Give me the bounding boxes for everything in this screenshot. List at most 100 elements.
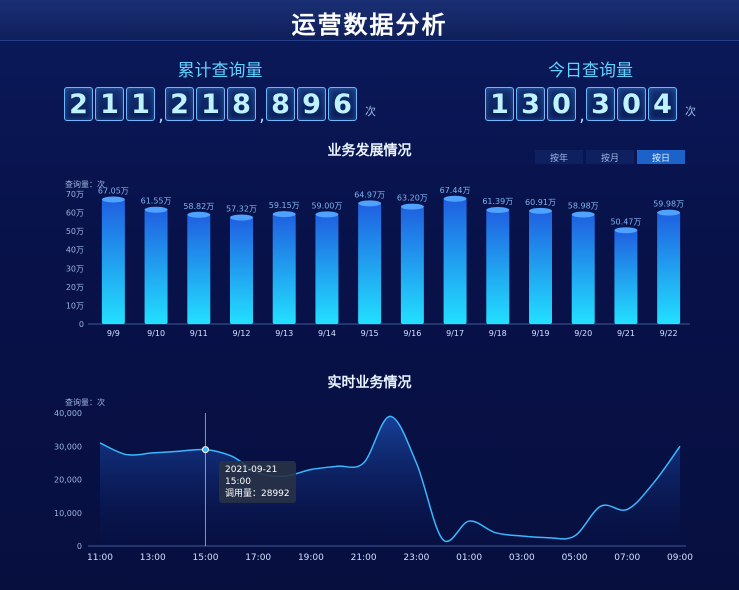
bar-cap bbox=[272, 211, 296, 218]
today-query-label: 今日查询量 bbox=[548, 61, 633, 81]
total-query-digit: 6 bbox=[328, 87, 357, 121]
chart-tooltip: 2021-09-21 15:00 调用量：28992 bbox=[219, 461, 296, 503]
bar-cap bbox=[614, 227, 638, 234]
bar-y-unit: 查询量：次 bbox=[65, 180, 105, 189]
line-x-tick: 09:00 bbox=[667, 553, 693, 563]
bar-cap bbox=[657, 209, 681, 216]
toggle-year[interactable]: 按年 bbox=[535, 150, 583, 164]
bar bbox=[358, 203, 382, 324]
header-bar: 运营数据分析 bbox=[0, 0, 739, 41]
total-query-separator: , bbox=[259, 105, 265, 126]
bar-x-tick: 9/14 bbox=[318, 329, 336, 338]
bar-cap bbox=[358, 200, 382, 207]
series-line bbox=[99, 415, 681, 543]
line-x-tick: 17:00 bbox=[245, 553, 271, 563]
total-query-digit: 2 bbox=[64, 87, 93, 121]
line-x-tick: 11:00 bbox=[87, 553, 113, 563]
bar bbox=[529, 210, 552, 324]
area-fill bbox=[100, 416, 680, 546]
line-x-tick: 13:00 bbox=[140, 553, 166, 563]
page-title: 运营数据分析 bbox=[291, 11, 448, 39]
line-y-tick: 0 bbox=[77, 542, 82, 551]
bar bbox=[101, 199, 125, 324]
line-x-tick: 21:00 bbox=[351, 553, 377, 563]
today-query-digit: 3 bbox=[586, 87, 615, 121]
bar-x-tick: 9/12 bbox=[233, 329, 251, 338]
line-y-tick: 40,000 bbox=[54, 409, 82, 418]
bar bbox=[614, 230, 638, 324]
tooltip-time: 15:00 bbox=[225, 477, 251, 487]
bar bbox=[230, 217, 253, 324]
bar bbox=[400, 206, 424, 324]
total-query-digit: 2 bbox=[165, 87, 194, 121]
today-query-digit: 1 bbox=[485, 87, 514, 121]
realtime-chart-title: 实时业务情况 bbox=[327, 375, 412, 391]
bar bbox=[272, 214, 296, 324]
total-query-digit: 8 bbox=[227, 87, 256, 121]
business-bar-chart: 0 10万 20万 30万 40万 50万 60万 70万 67.05万 9/9 61.55万 9/1… bbox=[66, 186, 690, 338]
bar-cap bbox=[144, 206, 168, 213]
toggle-month[interactable]: 按月 bbox=[586, 150, 634, 164]
bar-x-tick: 9/13 bbox=[275, 329, 293, 338]
total-query-digit: 9 bbox=[297, 87, 326, 121]
bar-cap bbox=[571, 211, 595, 218]
line-y-unit: 查询量：次 bbox=[65, 398, 105, 407]
bar-cap bbox=[529, 207, 552, 214]
bar bbox=[657, 212, 681, 324]
bar-value-label: 59.98万 bbox=[653, 200, 684, 209]
bar-y-tick: 40万 bbox=[66, 246, 84, 255]
bar-value-label: 61.55万 bbox=[141, 197, 172, 206]
hover-point bbox=[201, 446, 209, 454]
total-query-separator: , bbox=[158, 105, 164, 126]
business-chart-title: 业务发展情况 bbox=[327, 143, 412, 159]
line-x-tick: 03:00 bbox=[509, 553, 535, 563]
bar-value-label: 63.20万 bbox=[397, 194, 428, 203]
bar-cap bbox=[230, 214, 253, 221]
bar-value-label: 58.82万 bbox=[183, 202, 214, 211]
tooltip-date: 2021-09-21 bbox=[225, 465, 278, 475]
line-y-tick: 30,000 bbox=[54, 442, 82, 451]
total-query-digit: 1 bbox=[95, 87, 124, 121]
line-y-tick: 20,000 bbox=[54, 476, 82, 485]
bar bbox=[486, 209, 510, 324]
bar-value-label: 67.05万 bbox=[98, 186, 129, 195]
bar bbox=[443, 198, 467, 324]
bar-y-tick: 0 bbox=[79, 320, 84, 329]
bar-x-tick: 9/17 bbox=[446, 329, 464, 338]
bar-y-tick: 30万 bbox=[66, 264, 84, 273]
bar-x-tick: 9/18 bbox=[489, 329, 507, 338]
period-toggle: 按年 按月 按日 bbox=[535, 150, 688, 164]
line-x-tick: 23:00 bbox=[403, 553, 429, 563]
bar-x-tick: 9/22 bbox=[660, 329, 678, 338]
bar-y-tick: 20万 bbox=[66, 283, 84, 292]
bar-value-label: 58.98万 bbox=[568, 201, 599, 210]
bar-value-label: 50.47万 bbox=[610, 217, 641, 226]
bar bbox=[144, 209, 168, 324]
today-query-digit: 4 bbox=[648, 87, 677, 121]
bar bbox=[187, 214, 211, 324]
bar-value-label: 67.44万 bbox=[440, 186, 471, 195]
toggle-day[interactable]: 按日 bbox=[637, 150, 685, 164]
bar-x-tick: 9/9 bbox=[107, 329, 120, 338]
bar-cap bbox=[101, 196, 125, 203]
line-x-tick: 15:00 bbox=[192, 553, 218, 563]
bar-x-tick: 9/10 bbox=[147, 329, 165, 338]
bar-cap bbox=[315, 211, 339, 218]
line-x-tick: 19:00 bbox=[298, 553, 324, 563]
bar-value-label: 59.00万 bbox=[311, 201, 342, 210]
bar-value-label: 57.32万 bbox=[226, 205, 257, 214]
bar-x-tick: 9/15 bbox=[361, 329, 379, 338]
today-query-digit: 0 bbox=[617, 87, 646, 121]
bar bbox=[315, 214, 339, 324]
bar-cap bbox=[187, 211, 211, 218]
today-query-unit: 次 bbox=[685, 105, 696, 118]
total-query-digit: 1 bbox=[196, 87, 225, 121]
total-query-digit: 1 bbox=[126, 87, 155, 121]
line-x-tick: 05:00 bbox=[562, 553, 588, 563]
bar-x-tick: 9/19 bbox=[532, 329, 550, 338]
bar-y-tick: 10万 bbox=[66, 301, 84, 310]
